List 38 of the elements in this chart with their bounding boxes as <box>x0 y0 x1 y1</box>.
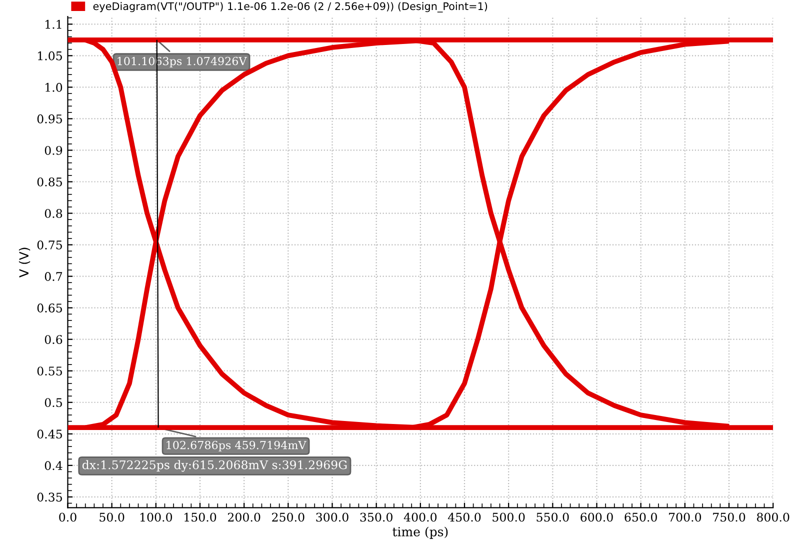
y-tick-label: 0.65 <box>37 304 62 312</box>
y-tick-label: 0.4 <box>44 461 62 470</box>
x-tick-label: 700.0 <box>669 512 702 522</box>
y-tick-label: 0.35 <box>37 492 62 502</box>
y-tick-label: 0.9 <box>44 146 62 155</box>
x-tick-label: 450.0 <box>448 512 481 522</box>
x-tick-label: 650.0 <box>624 512 657 522</box>
y-tick-label: 0.55 <box>37 366 62 376</box>
y-tick-label: 0.85 <box>37 177 62 186</box>
x-tick-label: 400.0 <box>404 512 437 522</box>
x-tick-label: 350.0 <box>360 512 392 522</box>
legend-label: eyeDiagram(VT("/OUTP") 1.1e-06 1.2e-06 (2 / 2.56e+09)) (Design_Point=1) <box>93 2 488 12</box>
y-tick-label: 0.6 <box>44 335 62 344</box>
y-axis-title: V (V) <box>18 248 30 278</box>
x-tick-label: 600.0 <box>580 512 613 522</box>
x-axis-title: time (ps) <box>392 526 448 539</box>
y-tick-label: 0.45 <box>37 430 62 439</box>
annotation: dx:1.572225ps dy:615.2068mV s:391.2969G <box>82 460 347 472</box>
x-tick-label: 150.0 <box>184 512 216 522</box>
x-tick-label: 300.0 <box>316 512 348 522</box>
y-tick-label: 0.75 <box>37 240 62 250</box>
x-tick-label: 550.0 <box>536 512 569 522</box>
x-tick-label: 750.0 <box>713 512 746 522</box>
x-tick-label: 250.0 <box>272 512 304 522</box>
y-tick-label: 1.1 <box>46 20 62 29</box>
y-tick-label: 0.7 <box>44 272 62 281</box>
x-tick-label: 500.0 <box>492 512 525 522</box>
y-tick-label: 0.95 <box>37 114 62 124</box>
y-tick-label: 1.05 <box>38 51 62 60</box>
x-tick-label: 50.0 <box>100 512 124 522</box>
annotation: 102.6786ps 459.7194mV <box>166 440 306 452</box>
x-tick-label: 100.0 <box>140 512 172 522</box>
y-tick-label: 1.0 <box>46 82 62 92</box>
x-tick-label: 0.0 <box>59 512 76 522</box>
y-tick-label: 0.5 <box>44 398 62 408</box>
y-tick-label: 0.8 <box>44 208 62 218</box>
x-tick-label: 800.0 <box>756 512 790 522</box>
x-tick-label: 200.0 <box>228 512 260 522</box>
